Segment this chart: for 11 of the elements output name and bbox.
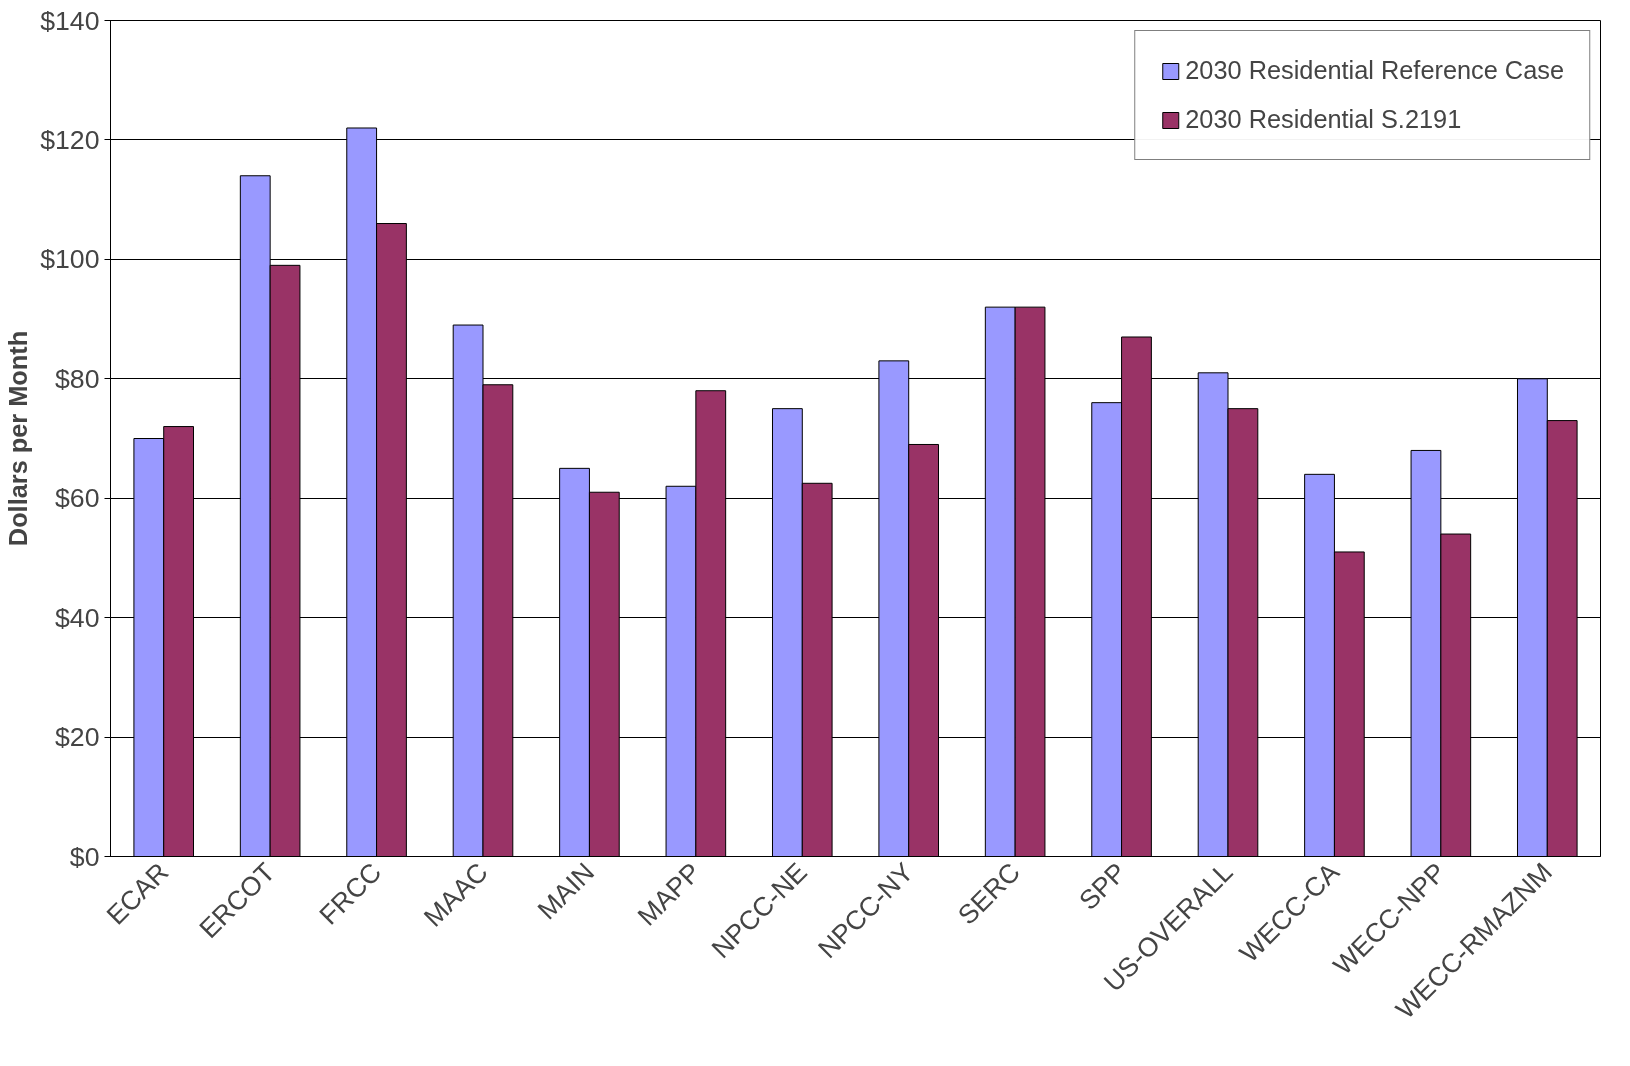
y-axis-title: Dollars per Month bbox=[4, 330, 33, 547]
y-tick-label: $120 bbox=[40, 124, 100, 155]
y-tick-label: $140 bbox=[40, 5, 100, 36]
y-tick-label: $100 bbox=[40, 244, 100, 275]
legend-label: 2030 Residential Reference Case bbox=[1185, 56, 1564, 85]
y-tick-label: $80 bbox=[55, 363, 100, 394]
y-tick-label: $60 bbox=[55, 483, 100, 514]
y-tick-label: $20 bbox=[55, 722, 100, 753]
y-tick-label: $40 bbox=[55, 602, 100, 633]
y-tick-label: $0 bbox=[69, 841, 100, 872]
legend-label: 2030 Residential S.2191 bbox=[1185, 105, 1462, 134]
